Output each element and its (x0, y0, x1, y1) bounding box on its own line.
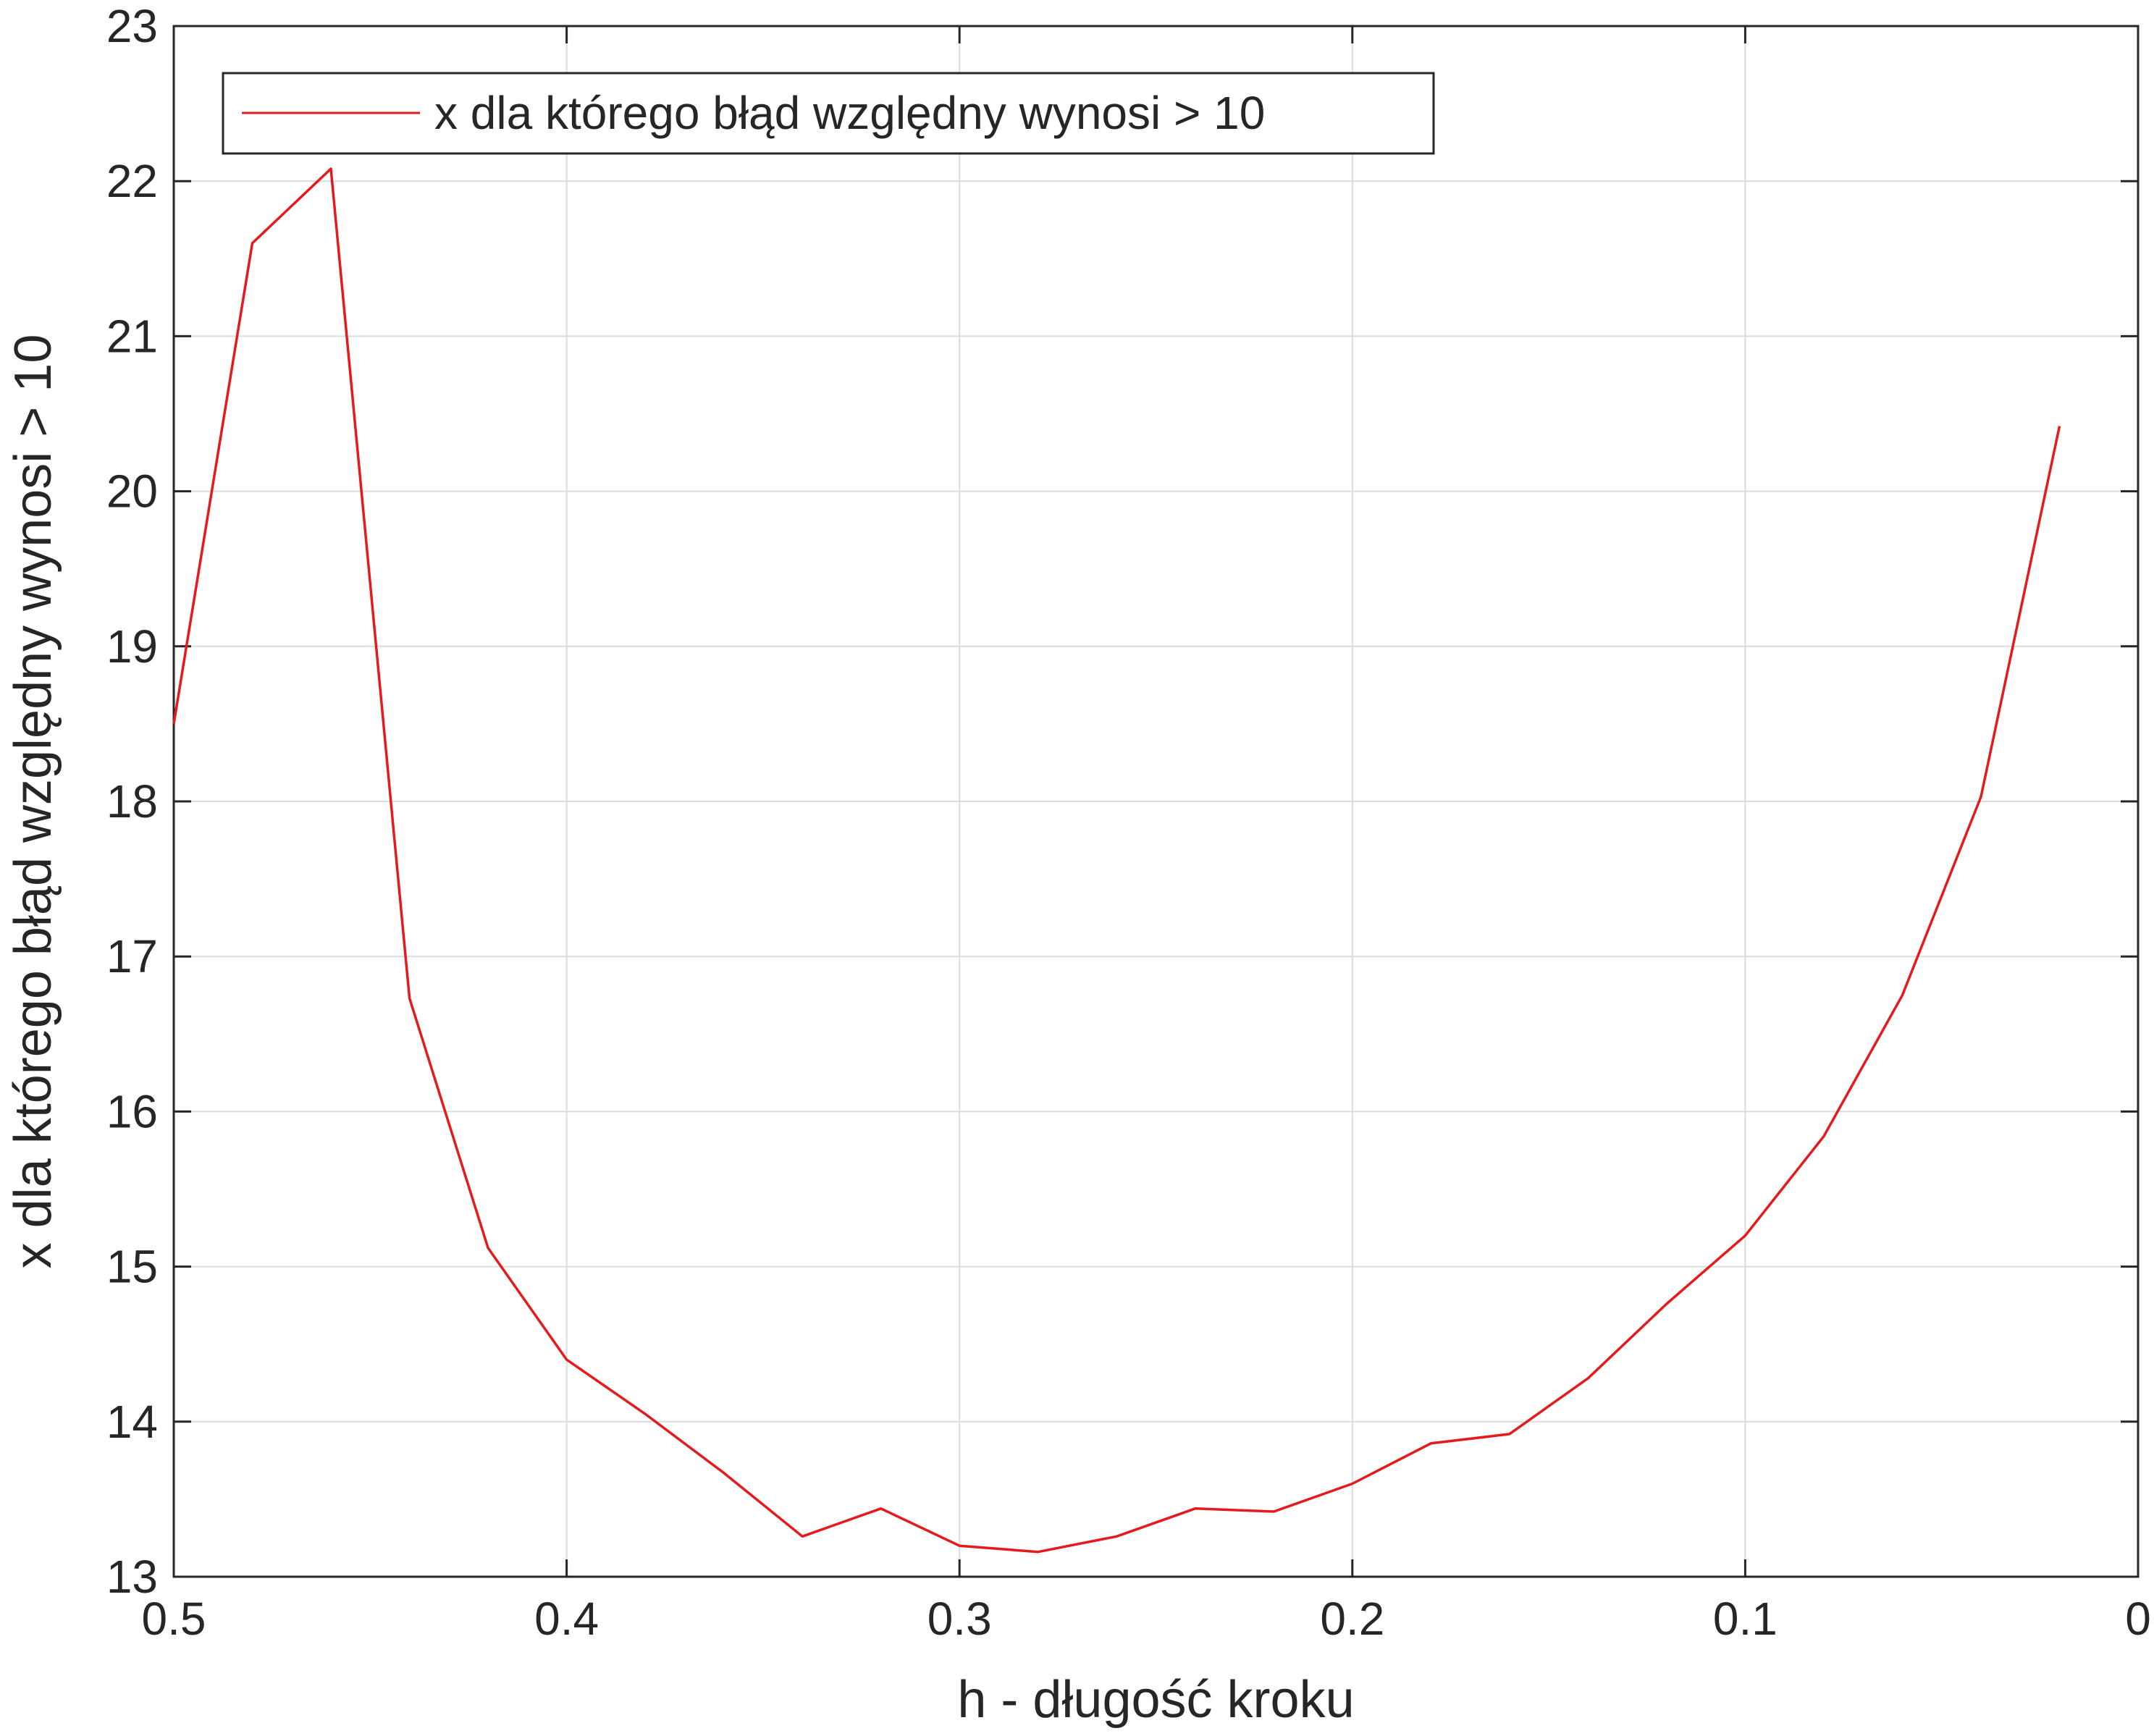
x-tick-label: 0.4 (534, 1593, 599, 1645)
x-tick-label: 0.5 (142, 1593, 206, 1645)
series-line (172, 167, 2061, 1554)
axis-ticks: 0.5 0.4 0.3 0.2 0.1 0 13 14 15 16 17 18 19 20 21 22 23 (106, 0, 2151, 1645)
y-tick-label: 19 (106, 620, 158, 673)
y-tick-label: 20 (106, 465, 158, 518)
y-tick-label: 23 (106, 0, 158, 52)
x-tick-label: 0.2 (1320, 1593, 1384, 1645)
x-axis-title: h - długość kroku (957, 1671, 1354, 1729)
y-tick-label: 18 (106, 775, 158, 827)
y-tick-label: 21 (106, 310, 158, 362)
y-tick-label: 22 (106, 155, 158, 207)
legend-label: x dla którego błąd względny wynosi > 10 (434, 87, 1265, 139)
y-tick-label: 16 (106, 1085, 158, 1137)
y-tick-label: 14 (106, 1396, 158, 1448)
legend: x dla którego błąd względny wynosi > 10 (222, 72, 1435, 155)
legend-box (222, 72, 1435, 155)
y-tick-label: 17 (106, 930, 158, 982)
series-layer (172, 167, 2061, 1554)
x-tick-label: 0.3 (927, 1593, 992, 1645)
x-tick-label: 0.1 (1713, 1593, 1778, 1645)
y-tick-label: 13 (106, 1551, 158, 1603)
x-tick-label: 0 (2125, 1593, 2151, 1645)
y-tick-label: 15 (106, 1241, 158, 1293)
y-axis-title: x dla którego błąd względny wynosi > 10 (4, 334, 62, 1269)
